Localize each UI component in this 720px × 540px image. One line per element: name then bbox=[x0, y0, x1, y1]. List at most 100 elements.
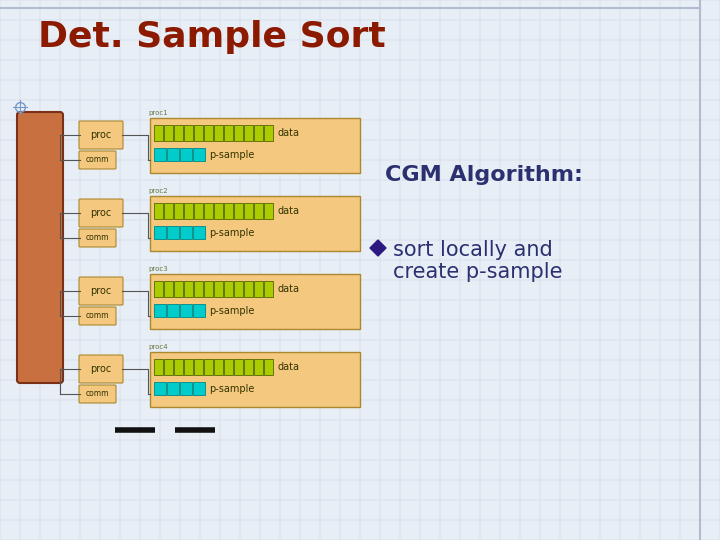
Bar bbox=[154, 304, 166, 317]
Bar bbox=[174, 281, 183, 297]
Bar bbox=[193, 226, 205, 239]
Text: proc: proc bbox=[91, 208, 112, 218]
Bar bbox=[150, 352, 360, 407]
Bar bbox=[167, 226, 179, 239]
Bar bbox=[224, 281, 233, 297]
Text: data: data bbox=[277, 128, 299, 138]
Text: p-sample: p-sample bbox=[209, 227, 254, 238]
FancyBboxPatch shape bbox=[79, 229, 116, 247]
Text: comm: comm bbox=[86, 389, 109, 399]
Bar bbox=[234, 359, 243, 375]
Bar bbox=[194, 359, 203, 375]
Polygon shape bbox=[370, 240, 386, 256]
Bar bbox=[174, 125, 183, 141]
Bar bbox=[154, 203, 163, 219]
Bar bbox=[244, 281, 253, 297]
Bar bbox=[214, 203, 223, 219]
Text: CGM Algorithm:: CGM Algorithm: bbox=[385, 165, 583, 185]
Bar bbox=[204, 281, 213, 297]
Bar bbox=[167, 304, 179, 317]
Bar bbox=[174, 359, 183, 375]
Bar bbox=[154, 125, 163, 141]
Bar bbox=[167, 382, 179, 395]
Bar bbox=[264, 281, 273, 297]
Bar bbox=[234, 281, 243, 297]
Text: proc3: proc3 bbox=[148, 266, 168, 272]
Bar bbox=[154, 281, 163, 297]
Bar bbox=[180, 304, 192, 317]
Bar bbox=[214, 359, 223, 375]
Text: proc: proc bbox=[91, 130, 112, 140]
Bar bbox=[254, 125, 263, 141]
Bar bbox=[234, 125, 243, 141]
Bar bbox=[254, 203, 263, 219]
Bar bbox=[164, 359, 173, 375]
Bar bbox=[264, 125, 273, 141]
Text: create p-sample: create p-sample bbox=[393, 262, 562, 282]
Bar bbox=[234, 203, 243, 219]
Bar bbox=[204, 125, 213, 141]
Bar bbox=[214, 125, 223, 141]
Text: proc1: proc1 bbox=[148, 110, 168, 116]
Text: proc: proc bbox=[91, 364, 112, 374]
Bar bbox=[224, 125, 233, 141]
Text: p-sample: p-sample bbox=[209, 306, 254, 315]
Bar bbox=[184, 359, 193, 375]
Bar bbox=[224, 203, 233, 219]
Bar bbox=[254, 281, 263, 297]
Bar bbox=[193, 382, 205, 395]
FancyBboxPatch shape bbox=[17, 112, 63, 383]
Text: comm: comm bbox=[86, 312, 109, 321]
Bar bbox=[180, 148, 192, 161]
Bar bbox=[244, 125, 253, 141]
FancyBboxPatch shape bbox=[79, 307, 116, 325]
Bar bbox=[154, 359, 163, 375]
FancyBboxPatch shape bbox=[79, 151, 116, 169]
FancyBboxPatch shape bbox=[79, 199, 123, 227]
Bar bbox=[184, 281, 193, 297]
Bar bbox=[193, 304, 205, 317]
Bar bbox=[264, 203, 273, 219]
Text: p-sample: p-sample bbox=[209, 383, 254, 394]
Text: data: data bbox=[277, 362, 299, 372]
Bar bbox=[184, 203, 193, 219]
Text: proc4: proc4 bbox=[148, 344, 168, 350]
Bar bbox=[194, 125, 203, 141]
Bar bbox=[174, 203, 183, 219]
Text: sort locally and: sort locally and bbox=[393, 240, 553, 260]
Text: comm: comm bbox=[86, 233, 109, 242]
Bar bbox=[164, 203, 173, 219]
Text: data: data bbox=[277, 206, 299, 216]
Bar bbox=[184, 125, 193, 141]
Text: proc: proc bbox=[91, 286, 112, 296]
Bar bbox=[204, 203, 213, 219]
Bar bbox=[214, 281, 223, 297]
Bar bbox=[150, 274, 360, 329]
Bar bbox=[194, 203, 203, 219]
Bar bbox=[150, 196, 360, 251]
Bar bbox=[167, 148, 179, 161]
Bar bbox=[204, 359, 213, 375]
Bar bbox=[154, 226, 166, 239]
Bar bbox=[194, 281, 203, 297]
Bar bbox=[264, 359, 273, 375]
Text: p-sample: p-sample bbox=[209, 150, 254, 159]
Bar bbox=[224, 359, 233, 375]
Text: comm: comm bbox=[86, 156, 109, 165]
FancyBboxPatch shape bbox=[79, 121, 123, 149]
FancyBboxPatch shape bbox=[79, 355, 123, 383]
Text: Det. Sample Sort: Det. Sample Sort bbox=[38, 20, 386, 54]
Bar bbox=[154, 382, 166, 395]
Text: proc2: proc2 bbox=[148, 188, 168, 194]
Bar bbox=[244, 203, 253, 219]
Text: data: data bbox=[277, 284, 299, 294]
Bar bbox=[193, 148, 205, 161]
FancyBboxPatch shape bbox=[79, 385, 116, 403]
Bar bbox=[180, 226, 192, 239]
Bar bbox=[180, 382, 192, 395]
Bar bbox=[154, 148, 166, 161]
Bar bbox=[150, 118, 360, 173]
Bar bbox=[164, 281, 173, 297]
FancyBboxPatch shape bbox=[79, 277, 123, 305]
Bar bbox=[244, 359, 253, 375]
